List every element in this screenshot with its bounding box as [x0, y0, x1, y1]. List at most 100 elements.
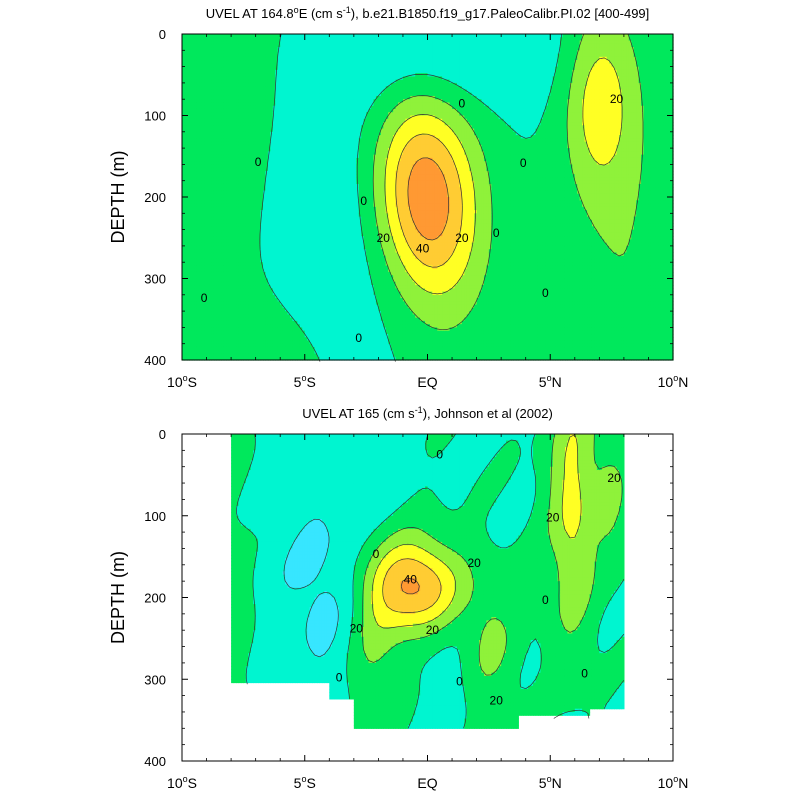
contour-cell — [182, 135, 186, 139]
contour-cell — [186, 183, 190, 188]
contour-cell — [182, 288, 186, 293]
contour-cell — [213, 47, 217, 51]
contour-cell — [196, 170, 200, 175]
contour-cell — [213, 86, 217, 91]
contour-cell — [218, 311, 222, 315]
contour-cell — [221, 291, 225, 296]
contour-cell — [211, 167, 215, 172]
contour-cell — [223, 60, 227, 64]
contour-cell — [226, 92, 230, 97]
contour-cell — [186, 115, 190, 120]
contour-cell — [196, 252, 200, 257]
contour-cell — [189, 112, 193, 117]
contour-cell — [182, 73, 186, 77]
contour-cell — [201, 320, 205, 325]
contour-cell — [216, 337, 220, 342]
contour-cell — [221, 340, 225, 345]
contour-cell — [194, 210, 198, 214]
contour-cell — [191, 141, 195, 146]
contour-cell — [191, 180, 195, 185]
contour-cell — [199, 288, 203, 293]
contour-cell — [218, 304, 222, 309]
contour-cell — [228, 333, 232, 338]
contour-cell — [211, 324, 215, 328]
contour-cell — [213, 265, 217, 270]
contour-cell — [213, 200, 217, 205]
contour-cell — [226, 206, 230, 211]
contour-cell — [184, 271, 188, 276]
contour-cell — [201, 210, 205, 214]
contour-cell — [216, 242, 220, 247]
contour-cell — [189, 34, 193, 38]
contour-cell — [223, 102, 227, 107]
contour-cell — [206, 56, 210, 61]
contour-cell — [206, 118, 210, 123]
contour-cell — [206, 99, 210, 104]
contour-cell — [228, 115, 232, 120]
contour-cell — [189, 245, 193, 250]
contour-cell — [204, 105, 208, 110]
contour-cell — [204, 187, 208, 192]
contour-cell — [194, 118, 198, 123]
contour-cell — [209, 301, 213, 306]
contour-cell — [186, 141, 190, 146]
contour-cell — [223, 131, 227, 136]
contour-cell — [231, 92, 235, 97]
contour-cell — [226, 346, 230, 351]
contour-cell — [216, 79, 220, 84]
contour-cell — [184, 167, 188, 172]
contour-cell — [204, 161, 208, 165]
contour-cell — [218, 197, 222, 201]
contour-cell — [221, 226, 225, 231]
contour-cell — [201, 239, 205, 244]
contour-cell — [204, 128, 208, 133]
contour-cell — [221, 333, 225, 338]
contour-cell — [194, 304, 198, 309]
contour-cell — [196, 320, 200, 325]
contour-cell — [199, 213, 203, 218]
contour-cell — [189, 161, 193, 165]
contour-cell — [221, 219, 225, 224]
contour-cell — [186, 43, 190, 48]
contour-cell — [213, 99, 217, 104]
contour-cell — [182, 320, 186, 325]
contour-cell — [189, 122, 193, 126]
contour-cell — [211, 210, 215, 214]
contour-cell — [186, 76, 190, 81]
contour-cell — [221, 268, 225, 273]
contour-cell — [216, 141, 220, 146]
contour-cell — [218, 193, 222, 198]
contour-cell — [223, 141, 227, 146]
contour-cell — [184, 177, 188, 182]
contour-cell — [213, 301, 217, 306]
contour-cell — [199, 187, 203, 192]
contour-cell — [196, 197, 200, 201]
contour-cell — [182, 291, 186, 296]
contour-cell — [204, 197, 208, 201]
contour-cell — [196, 258, 200, 263]
contour-cell — [184, 298, 188, 302]
contour-cell — [204, 148, 208, 152]
contour-cell — [186, 291, 190, 296]
contour-cell — [206, 170, 210, 175]
contour-cell — [216, 47, 220, 51]
contour-cell — [216, 200, 220, 205]
contour-cell — [189, 288, 193, 293]
contour-cell — [216, 92, 220, 97]
contour-cell — [182, 210, 186, 214]
contour-cell — [189, 285, 193, 289]
contour-cell — [186, 144, 190, 149]
contour-cell — [194, 314, 198, 319]
contour-cell — [223, 203, 227, 208]
contour-cell — [226, 239, 230, 244]
contour-cell — [184, 131, 188, 136]
contour-cell — [186, 105, 190, 110]
contour-cell — [186, 265, 190, 270]
contour-cell — [231, 95, 235, 100]
contour-cell — [223, 76, 227, 81]
contour-cell — [218, 333, 222, 338]
contour-cell — [209, 108, 213, 113]
contour-cell — [191, 307, 195, 312]
contour-cell — [201, 99, 205, 104]
contour-cell — [223, 187, 227, 192]
